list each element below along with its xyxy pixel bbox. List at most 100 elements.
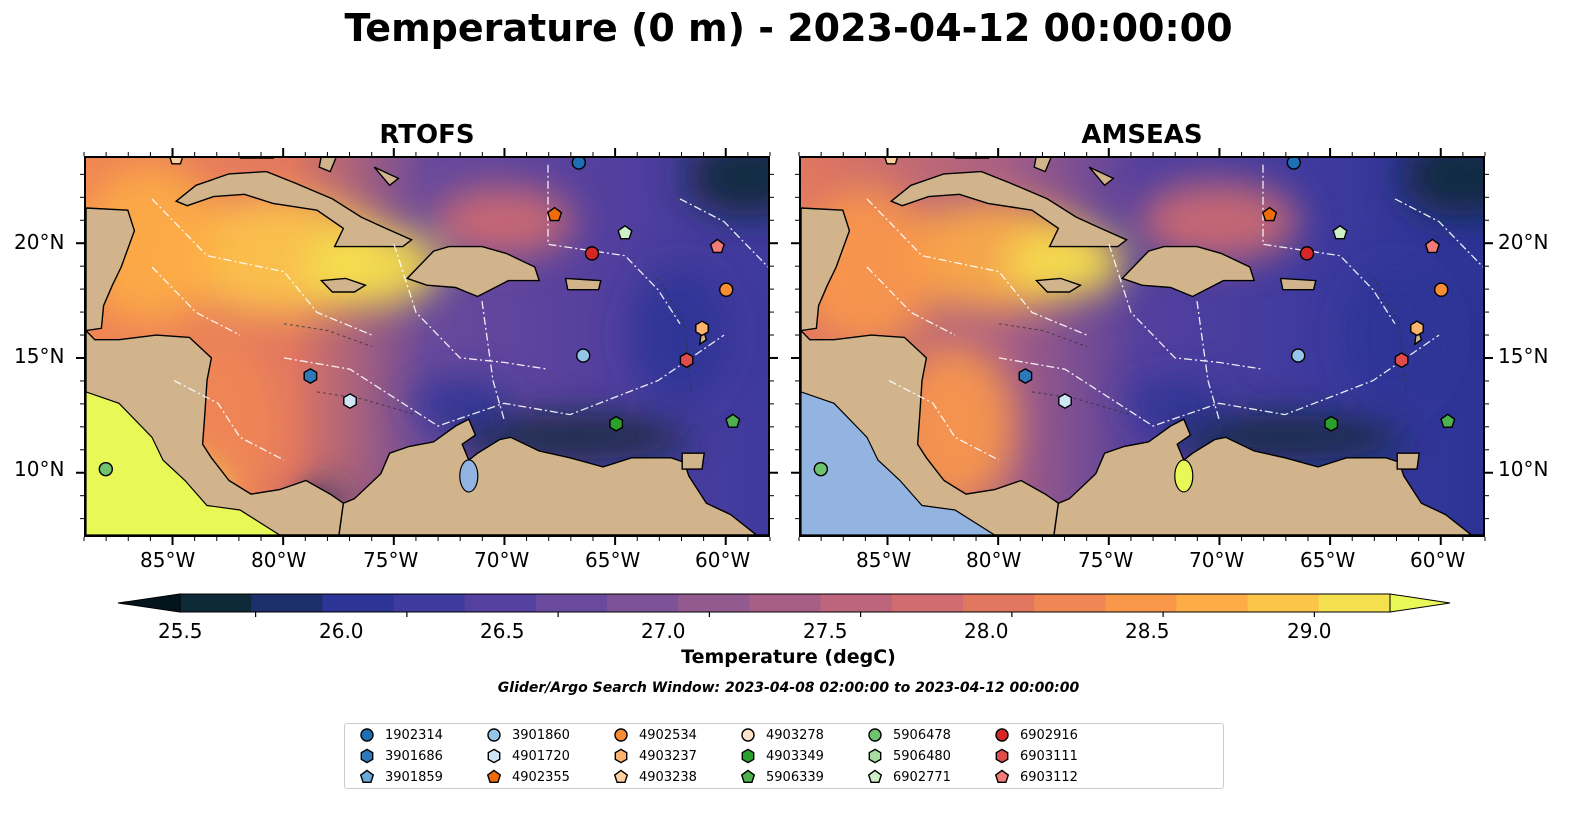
pacific-masked xyxy=(801,391,996,535)
legend-marker-5906478 xyxy=(868,728,882,742)
lon-label-right-80: 80°W xyxy=(966,548,1022,572)
float-marker-4903349 xyxy=(1324,415,1339,432)
pentagon-marker-icon xyxy=(613,769,629,784)
float-marker-5906478 xyxy=(813,461,828,477)
legend-label: 5906480 xyxy=(893,748,951,764)
float-marker-4901720 xyxy=(1058,393,1072,410)
lat-label-left-10: 10°N xyxy=(14,457,65,481)
colorbar-bin xyxy=(464,594,537,612)
pentagon-marker-icon xyxy=(994,769,1010,784)
legend-item-3901860: 3901860 xyxy=(486,727,570,743)
legend-label: 4901720 xyxy=(512,748,570,764)
eez-boundary-7 xyxy=(481,301,505,420)
colorbar-tick-27-0: 27.0 xyxy=(641,619,686,643)
legend-item-6903111: 6903111 xyxy=(994,748,1078,764)
colorbar-bin xyxy=(749,594,822,612)
figure-title: Temperature (0 m) - 2023-04-12 00:00:00 xyxy=(344,6,1233,50)
bathymetry-contour-2 xyxy=(657,278,692,392)
legend-item-4903349: 4903349 xyxy=(740,748,824,764)
colorbar-bin xyxy=(1247,594,1320,612)
hexagon-marker-icon xyxy=(741,748,755,764)
land-bahamas1 xyxy=(1033,158,1052,173)
float-marker-4903238 xyxy=(884,158,899,165)
legend-marker-1902314 xyxy=(360,728,374,742)
float-marker-3901686 xyxy=(1018,368,1033,385)
pentagon-marker-icon xyxy=(740,769,756,784)
eez-boundary-4 xyxy=(1394,198,1483,268)
legend-item-4903278: 4903278 xyxy=(740,727,824,743)
float-marker-6903111 xyxy=(679,352,694,369)
colorbar-bin xyxy=(251,594,323,612)
float-marker-6902771 xyxy=(1332,224,1348,240)
map-panel-amseas[interactable] xyxy=(799,156,1485,537)
legend-label: 6902916 xyxy=(1020,727,1078,743)
float-marker-6902916 xyxy=(1299,246,1315,261)
legend-item-5906339: 5906339 xyxy=(740,769,824,785)
legend-marker-5906480 xyxy=(868,748,882,764)
bathymetry-contour-1 xyxy=(1031,391,1132,416)
circle-marker-icon xyxy=(995,728,1009,742)
bathymetry-contour-0 xyxy=(283,323,373,347)
eez-boundary-5 xyxy=(173,380,285,461)
float-marker-6902916 xyxy=(584,246,600,261)
float-marker-5906339 xyxy=(725,413,741,428)
circle-marker-icon xyxy=(360,728,374,742)
legend-marker-4903349 xyxy=(741,748,755,764)
lat-label-right-15: 15°N xyxy=(1498,344,1549,368)
eez-boundary-3 xyxy=(1262,164,1396,325)
legend-marker-4903278 xyxy=(741,728,755,742)
float-marker-3901686 xyxy=(303,368,318,385)
legend-marker-5906339 xyxy=(740,769,756,784)
float-marker-4902355 xyxy=(546,206,563,222)
lon-label-left-75: 75°W xyxy=(363,548,419,572)
search-window-text: Glider/Argo Search Window: 2023-04-08 02… xyxy=(497,680,1080,696)
colorbar-extend-low xyxy=(117,593,181,613)
map-panel-rtofs[interactable] xyxy=(84,156,770,537)
legend-item-4902534: 4902534 xyxy=(613,727,697,743)
eez-boundary-5 xyxy=(888,380,1000,461)
legend-marker-6903111 xyxy=(995,748,1009,764)
land-jamaica xyxy=(319,277,368,293)
pentagon-marker-icon xyxy=(359,769,375,784)
legend-label: 4903237 xyxy=(639,748,697,764)
lon-label-right-85: 85°W xyxy=(856,548,912,572)
land-yucatan xyxy=(86,207,136,332)
float-marker-4903238 xyxy=(169,158,184,165)
land-yucatan xyxy=(801,207,851,332)
eez-boundary-4 xyxy=(679,198,768,268)
land-trinidad xyxy=(681,452,706,470)
legend-marker-3901860 xyxy=(487,728,501,742)
colorbar-tick-25-5: 25.5 xyxy=(158,619,203,643)
eez-boundary-6 xyxy=(151,266,241,336)
legend-label: 6903112 xyxy=(1020,769,1078,785)
colorbar-tick-29-0: 29.0 xyxy=(1287,619,1332,643)
legend-marker-4901720 xyxy=(487,748,501,764)
legend-label: 1902314 xyxy=(385,727,443,743)
legend-marker-4903238 xyxy=(613,769,629,784)
legend-item-3901859: 3901859 xyxy=(359,769,443,785)
land-puertorico xyxy=(564,277,602,291)
float-marker-6903112 xyxy=(709,238,726,254)
legend-label: 3901686 xyxy=(385,748,443,764)
legend-item-1902314: 1902314 xyxy=(359,727,443,743)
panel-title-amseas: AMSEAS xyxy=(1081,120,1203,150)
eez-boundary-7 xyxy=(1196,301,1220,420)
colorbar-outline xyxy=(179,593,1391,613)
float-marker-4903237 xyxy=(1410,320,1424,337)
eez-boundary-2 xyxy=(283,334,725,427)
land-bahamas2 xyxy=(373,166,400,187)
legend-label: 4903238 xyxy=(639,769,697,785)
float-marker-4902534 xyxy=(1434,282,1449,297)
legend-item-5906478: 5906478 xyxy=(867,727,951,743)
legend-label: 6903111 xyxy=(1020,748,1078,764)
colorbar-bin xyxy=(678,594,750,612)
land-southamerica xyxy=(338,418,768,535)
hexagon-marker-icon xyxy=(360,748,374,764)
legend-label: 5906478 xyxy=(893,727,951,743)
map-canvas-rtofs xyxy=(86,158,768,535)
lon-label-left-80: 80°W xyxy=(251,548,307,572)
float-marker-4903237 xyxy=(695,320,709,337)
float-marker-1902314 xyxy=(1286,158,1301,170)
float-marker-6902771 xyxy=(617,224,633,240)
lon-label-left-85: 85°W xyxy=(140,548,196,572)
